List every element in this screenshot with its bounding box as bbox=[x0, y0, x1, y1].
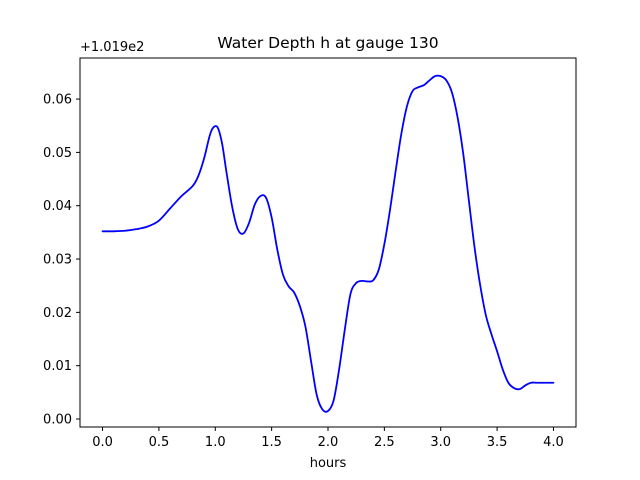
x-tick-label: 2.0 bbox=[318, 435, 339, 450]
plot-area bbox=[80, 58, 576, 427]
x-tick-label: 0.0 bbox=[92, 435, 113, 450]
water-depth-line bbox=[101, 74, 555, 413]
y-tick-label: 0.06 bbox=[43, 93, 72, 108]
x-tick-label: 1.5 bbox=[261, 435, 282, 450]
chart-title: Water Depth h at gauge 130 bbox=[217, 34, 438, 52]
x-tick-label: 1.0 bbox=[205, 435, 226, 450]
y-tick-label: 0.00 bbox=[43, 413, 72, 428]
y-tick-label: 0.05 bbox=[43, 146, 72, 161]
x-tick-label: 3.0 bbox=[430, 435, 451, 450]
x-tick-label: 0.5 bbox=[149, 435, 170, 450]
plot-frame bbox=[79, 57, 577, 428]
y-tick-label: 0.04 bbox=[43, 199, 72, 214]
x-tick-label: 3.5 bbox=[487, 435, 508, 450]
x-tick-label: 4.0 bbox=[543, 435, 564, 450]
y-tick-label: 0.03 bbox=[43, 253, 72, 268]
y-tick-label: 0.02 bbox=[43, 306, 72, 321]
x-tick-label: 2.5 bbox=[374, 435, 395, 450]
y-offset-label: +1.019e2 bbox=[80, 40, 144, 55]
x-axis-label: hours bbox=[310, 456, 347, 471]
x-axis-ticks: 0.0 0.5 1.0 1.5 2.0 2.5 3.0 3.5 4.0 bbox=[92, 427, 564, 450]
y-axis-ticks: 0.00 0.01 0.02 0.03 0.04 0.05 0.06 bbox=[43, 93, 80, 428]
y-tick-label: 0.01 bbox=[43, 359, 72, 374]
